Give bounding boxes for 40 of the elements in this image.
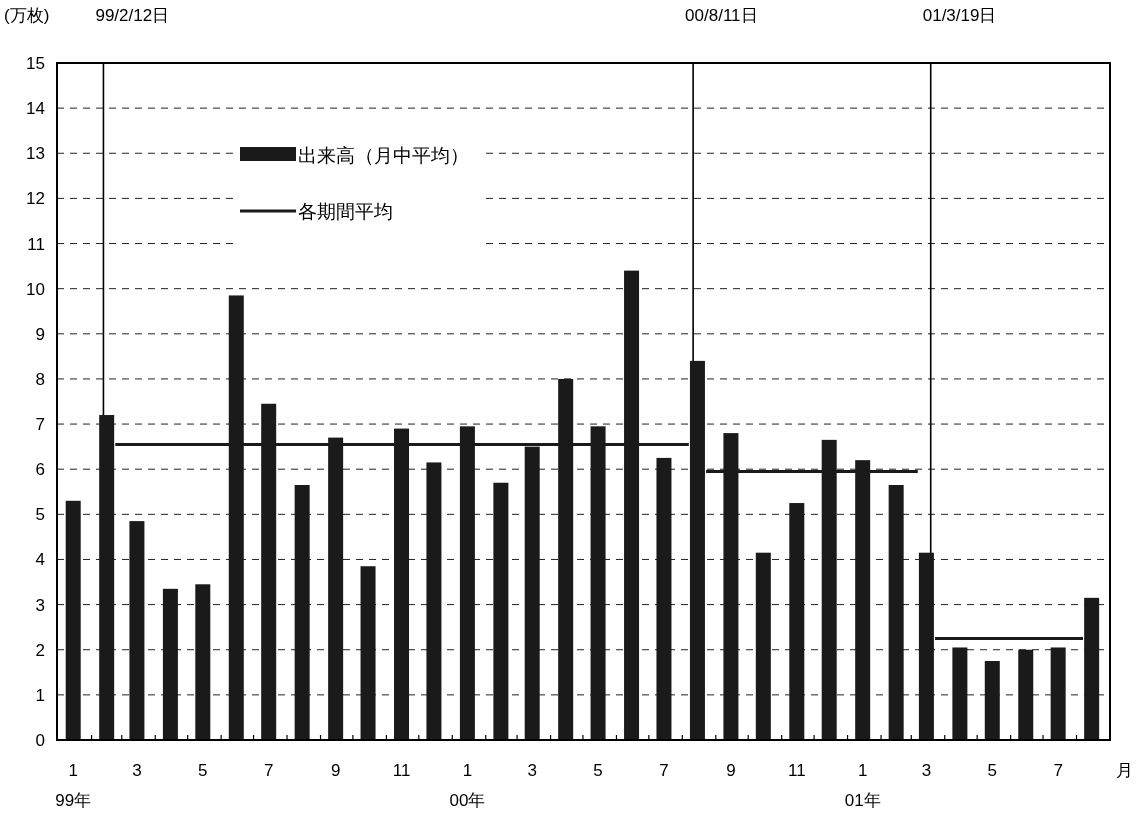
y-tick-label: 2 <box>35 640 45 660</box>
y-tick-label: 4 <box>35 550 45 570</box>
y-tick-label: 6 <box>35 460 45 480</box>
ref-line-label: 00/8/11日 <box>685 6 758 25</box>
x-tick-label: 1 00年 <box>449 761 486 810</box>
x-tick-label: 3 <box>921 761 932 780</box>
y-tick-label: 10 <box>26 279 45 299</box>
bar <box>65 500 81 740</box>
y-axis-title: (万枚) <box>4 6 50 25</box>
x-tick-label: 1 99年 <box>55 761 92 810</box>
y-tick-label: 12 <box>26 189 45 209</box>
x-tick-label: 11 <box>392 761 411 780</box>
x-tick-label: 3 <box>527 761 537 780</box>
y-tick-label: 8 <box>35 369 45 389</box>
x-tick-label: 5 <box>593 761 603 780</box>
x-tick-label: 3 <box>132 761 142 780</box>
legend-label: 各期間平均 <box>298 201 393 222</box>
y-tick-label: 0 <box>35 731 45 750</box>
ref-line-label: 99/2/12日 <box>95 6 170 25</box>
y-tick-label: 7 <box>35 415 45 435</box>
x-tick-label: 5 <box>198 761 208 780</box>
x-tick-label: 1 01年 <box>844 761 881 810</box>
y-tick-label: 3 <box>35 595 45 615</box>
y-tick-label: 14 <box>26 99 45 119</box>
legend-label: 出来高（月中平均） <box>298 145 469 166</box>
y-tick-label: 9 <box>35 324 45 344</box>
x-tick-label: 5 <box>987 761 998 780</box>
x-tick-label: 11 <box>787 761 806 780</box>
x-tick-label: 9 <box>726 761 736 780</box>
x-tick-label: 7 <box>263 761 274 780</box>
y-tick-label: 5 <box>35 505 45 525</box>
x-axis-title: 月 <box>1116 761 1133 780</box>
ref-line-label: 01/3/19日 <box>922 6 997 25</box>
x-tick-label: 7 <box>659 761 669 780</box>
x-tick-label: 7 <box>1053 761 1063 780</box>
x-tick-label: 9 <box>330 761 341 780</box>
y-tick-label: 15 <box>26 54 45 73</box>
y-tick-label: 13 <box>26 144 45 164</box>
y-tick-label: 11 <box>27 234 45 254</box>
y-tick-label: 1 <box>35 685 45 705</box>
